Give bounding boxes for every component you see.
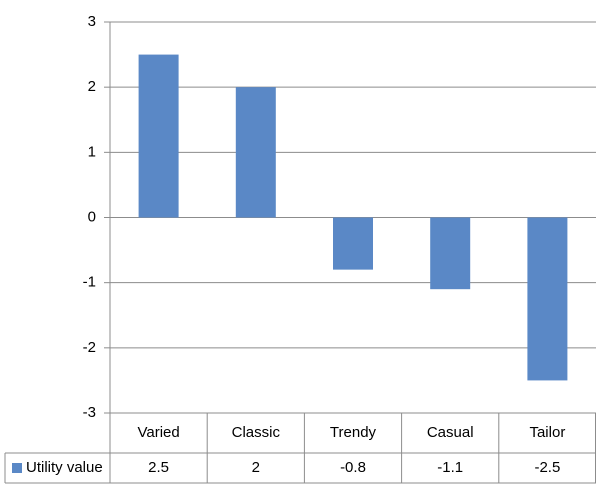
table-value: 2.5 [148, 459, 169, 476]
x-tick-label: Tailor [529, 424, 565, 441]
y-tick-label: 2 [88, 78, 96, 95]
bar [527, 217, 568, 381]
bar [333, 217, 373, 270]
legend-key [12, 463, 22, 473]
table-value: -0.8 [340, 459, 366, 476]
legend-label: Utility value [26, 459, 103, 476]
x-tick-label: Classic [232, 424, 281, 441]
y-tick-label: -2 [83, 339, 96, 356]
x-tick-label: Varied [137, 424, 179, 441]
x-tick-label: Casual [427, 424, 474, 441]
table-value: -1.1 [437, 459, 463, 476]
x-tick-label: Trendy [330, 424, 377, 441]
y-tick-label: 1 [88, 143, 96, 160]
table-value: -2.5 [534, 459, 560, 476]
y-tick-label: -1 [83, 274, 96, 291]
bar [138, 54, 179, 218]
bar [235, 87, 276, 218]
y-tick-label: 3 [88, 13, 96, 30]
table-value: 2 [252, 459, 260, 476]
bar [430, 217, 471, 290]
y-tick-label: 0 [88, 208, 96, 225]
y-tick-label: -3 [83, 404, 96, 421]
